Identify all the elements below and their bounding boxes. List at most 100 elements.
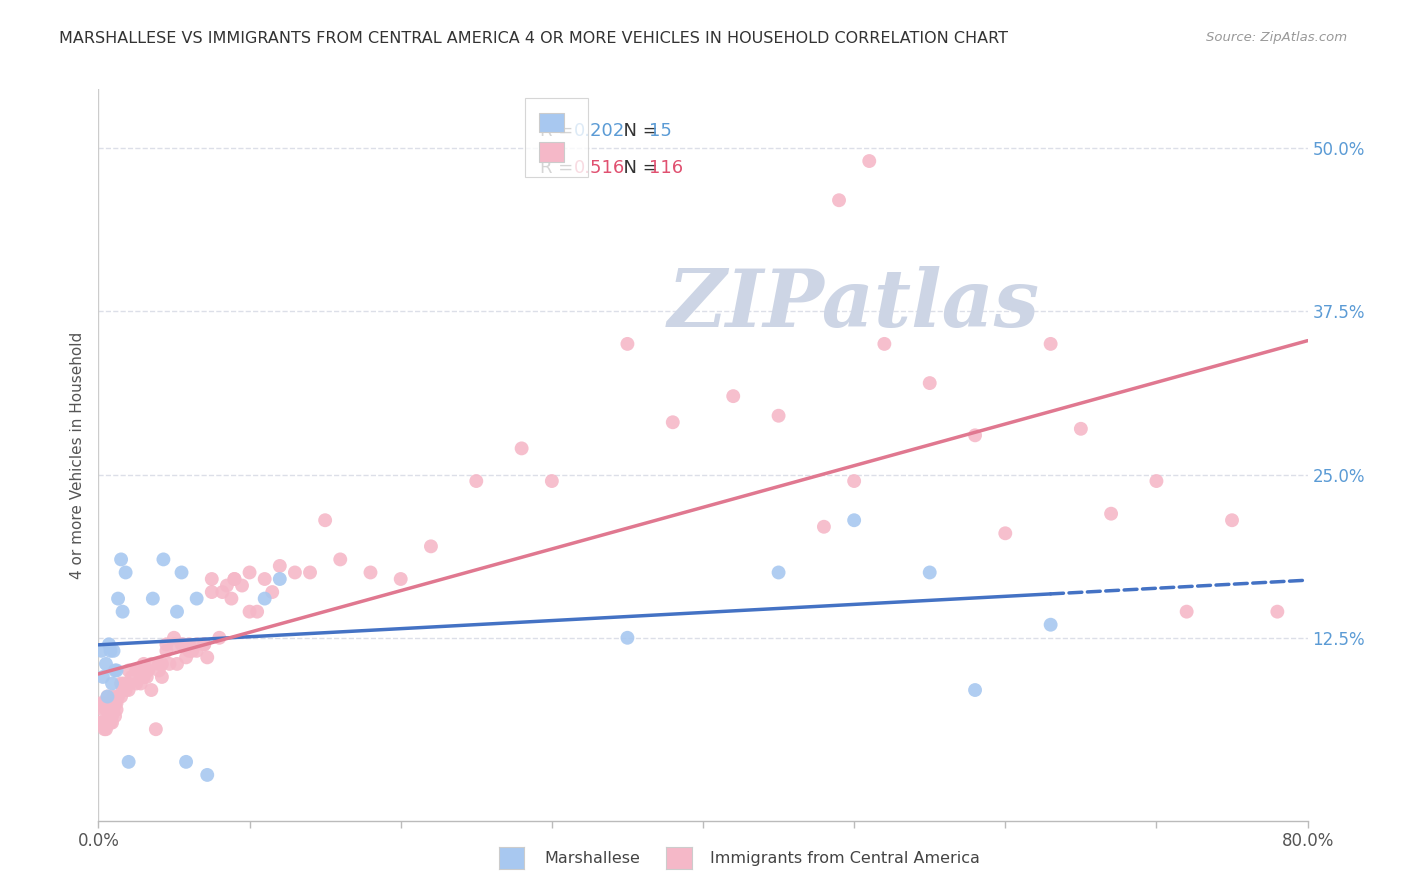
Point [813,520,835,534]
Point [965,428,987,442]
Point [179,637,201,651]
Text: R =: R = [540,159,579,177]
Point [224,572,246,586]
Text: Marshallese: Marshallese [544,851,640,865]
Point [269,572,291,586]
Point [105,664,128,678]
Point [844,474,866,488]
Point [155,644,177,658]
Point [163,637,186,651]
Point [186,591,208,606]
Point [150,657,173,671]
Point [101,676,124,690]
Point [91,715,114,730]
Point [159,657,181,671]
Point [193,637,215,651]
Point [98,709,121,723]
Point [101,715,124,730]
Point [100,644,122,658]
Point [94,723,117,737]
Point [111,683,134,698]
Point [246,605,269,619]
Point [103,703,125,717]
Point [172,637,194,651]
Point [170,637,193,651]
Point [768,409,790,423]
Point [918,376,941,390]
Point [155,637,177,651]
Point [128,664,150,678]
Point [174,650,197,665]
Point [166,657,188,671]
Point [284,566,307,580]
Point [142,591,165,606]
Legend: , : , [524,98,588,177]
Point [1144,474,1167,488]
Point [94,703,117,717]
Point [253,572,276,586]
Point [174,755,197,769]
Point [136,664,159,678]
Point [98,703,121,717]
Point [103,690,125,704]
Text: ZIPatlas: ZIPatlas [668,266,1040,343]
Text: Immigrants from Central America: Immigrants from Central America [710,851,980,865]
Point [616,337,638,351]
Point [231,578,253,592]
Point [105,696,128,710]
Point [125,676,148,690]
Point [723,389,745,403]
Point [420,539,443,553]
Point [118,676,141,690]
Point [828,193,851,207]
Point [269,558,291,573]
Point [91,670,114,684]
Point [111,605,134,619]
Point [148,657,170,671]
Point [90,644,112,658]
Point [844,513,866,527]
Point [215,578,238,592]
Point [1099,507,1122,521]
Point [118,755,141,769]
Point [101,709,124,723]
Point [129,676,152,690]
Point [201,572,224,586]
Point [118,664,141,678]
Point [135,664,157,678]
Point [104,709,127,723]
Point [94,657,117,671]
Point [91,703,114,717]
Point [186,644,208,658]
Point [145,723,167,737]
Point [262,585,284,599]
Point [1039,337,1062,351]
Point [152,552,174,566]
Point [1039,617,1062,632]
Point [239,605,262,619]
Text: MARSHALLESE VS IMMIGRANTS FROM CENTRAL AMERICA 4 OR MORE VEHICLES IN HOUSEHOLD C: MARSHALLESE VS IMMIGRANTS FROM CENTRAL A… [59,31,1008,46]
Point [360,566,382,580]
Point [103,644,125,658]
Point [768,566,790,580]
Point [148,664,170,678]
Point [93,723,115,737]
Point [141,657,163,671]
Point [211,585,233,599]
Point [132,657,155,671]
Point [104,664,127,678]
Point [107,591,129,606]
Point [918,566,941,580]
Point [858,154,880,169]
Point [329,552,352,566]
Point [1175,605,1198,619]
Text: N =: N = [613,122,664,140]
Point [100,715,122,730]
Point [114,566,136,580]
Point [89,715,111,730]
Point [208,631,231,645]
Point [540,474,562,488]
Text: 0.516: 0.516 [574,159,624,177]
Point [110,676,132,690]
Y-axis label: 4 or more Vehicles in Household: 4 or more Vehicles in Household [69,331,84,579]
